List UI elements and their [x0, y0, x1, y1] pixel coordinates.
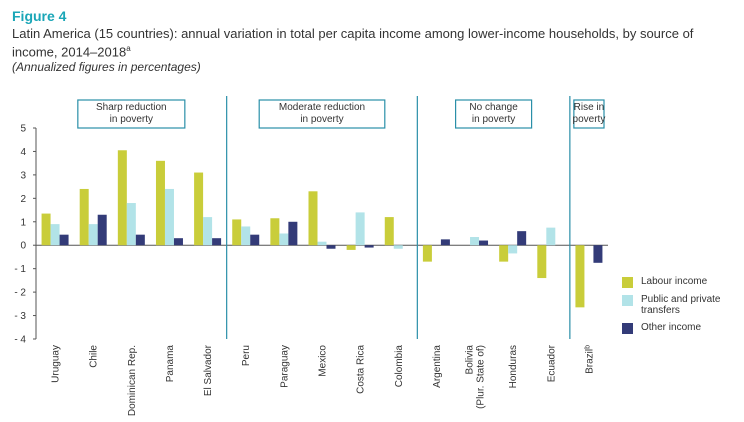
bar-other: [479, 240, 489, 246]
y-tick-label: 4: [20, 147, 26, 158]
x-tick-label: Panama: [165, 345, 176, 383]
group-label-text: in poverty: [110, 114, 153, 125]
bar-labour: [308, 191, 318, 246]
bar-labour: [346, 245, 356, 250]
bar-transfers: [164, 188, 174, 246]
x-tick-label: El Salvador: [203, 344, 214, 396]
x-tick-footnote-mark: b: [584, 345, 591, 349]
y-tick-label: 5: [20, 124, 26, 135]
bar-labour: [499, 245, 509, 262]
legend-label-transfers: Public and private transfers: [641, 294, 721, 316]
bar-labour: [575, 245, 585, 308]
group-label-text: in poverty: [472, 114, 515, 125]
bar-transfers: [317, 241, 327, 246]
bar-labour: [79, 188, 89, 246]
bar-transfers: [203, 217, 213, 246]
legend-swatch-transfers: [622, 295, 633, 306]
x-tick-label: Paraguay: [279, 345, 290, 388]
y-tick-label: - 4: [14, 335, 26, 346]
x-tick-label: Chile: [89, 345, 100, 368]
bar-other: [173, 238, 183, 246]
title-footnote-mark: a: [126, 44, 131, 53]
legend-swatch-labour: [622, 277, 633, 288]
bar-transfers: [546, 227, 556, 246]
y-tick-label: - 1: [14, 264, 26, 275]
bar-other: [326, 245, 336, 249]
x-tick-label: Argentina: [432, 345, 443, 388]
x-tick-label: Costa Rica: [356, 345, 367, 394]
y-tick-label: 1: [20, 217, 26, 228]
group-label-text: Sharp reduction: [96, 102, 167, 113]
bar-transfers: [470, 237, 480, 246]
bar-other: [364, 245, 374, 248]
bar-labour: [117, 150, 127, 246]
bar-labour: [422, 245, 432, 262]
bar-transfers: [88, 224, 98, 246]
bar-other: [288, 221, 298, 246]
bar-transfers: [355, 212, 365, 246]
bar-other: [440, 239, 450, 246]
bar-transfers: [508, 245, 518, 254]
bar-other: [593, 245, 603, 263]
y-tick-label: 2: [20, 194, 26, 205]
bar-other: [59, 234, 69, 246]
group-label-box: [455, 99, 533, 129]
bar-other: [135, 234, 145, 246]
legend-item-other: Other income: [622, 322, 742, 334]
group-label-text: in poverty: [300, 114, 343, 125]
group-label-text: Rise in: [574, 102, 605, 113]
figure-label: Figure 4: [12, 8, 67, 24]
bar-labour: [194, 172, 204, 246]
group-label-box: [258, 99, 386, 129]
bar-labour: [232, 219, 242, 246]
bar-labour: [537, 245, 547, 279]
bar-labour: [384, 217, 394, 246]
legend-label-other: Other income: [641, 322, 702, 333]
x-tick-label: Ecuador: [546, 344, 557, 382]
bar-transfers: [279, 233, 289, 246]
x-tick-label: Mexico: [318, 345, 329, 377]
bar-other: [517, 231, 527, 246]
legend-item-labour: Labour income: [622, 276, 742, 288]
legend: Labour income Public and private transfe…: [622, 276, 742, 340]
group-label-box: [77, 99, 186, 129]
x-tick-label: Honduras: [508, 345, 519, 388]
x-tick-label: Peru: [241, 345, 252, 366]
legend-swatch-other: [622, 323, 633, 334]
chart-title-text: Latin America (15 countries): annual var…: [12, 26, 694, 60]
chart-title: Latin America (15 countries): annual var…: [12, 26, 732, 59]
x-tick-label: Uruguay: [51, 345, 62, 383]
group-label-box: [573, 99, 605, 129]
bar-other: [97, 214, 107, 246]
bar-other: [250, 234, 260, 246]
x-tick-label: Dominican Rep.: [127, 345, 138, 416]
bar-transfers: [50, 224, 60, 246]
bar-labour: [155, 160, 165, 246]
bar-other: [212, 238, 222, 246]
group-label-text: Moderate reduction: [279, 102, 365, 113]
y-tick-label: 3: [20, 170, 26, 181]
x-tick-label: Colombia: [394, 345, 405, 388]
y-tick-label: - 2: [14, 288, 26, 299]
y-tick-label: 0: [20, 241, 26, 252]
group-label-text: No change: [469, 102, 518, 113]
x-tick-label: (Plur. State of): [476, 345, 487, 409]
chart-subtitle: (Annualized figures in percentages): [12, 60, 201, 74]
bar-labour: [41, 213, 51, 246]
bar-transfers: [126, 203, 136, 246]
group-label-text: poverty: [573, 114, 606, 125]
legend-item-transfers: Public and private transfers: [622, 294, 742, 316]
x-tick-label: Bolivia: [465, 345, 476, 375]
y-tick-label: - 3: [14, 311, 26, 322]
bar-transfers: [393, 245, 403, 249]
bar-labour: [270, 218, 280, 246]
bar-transfers: [241, 226, 251, 246]
legend-label-labour: Labour income: [641, 276, 708, 287]
x-tick-label: Brazilb: [584, 345, 595, 374]
